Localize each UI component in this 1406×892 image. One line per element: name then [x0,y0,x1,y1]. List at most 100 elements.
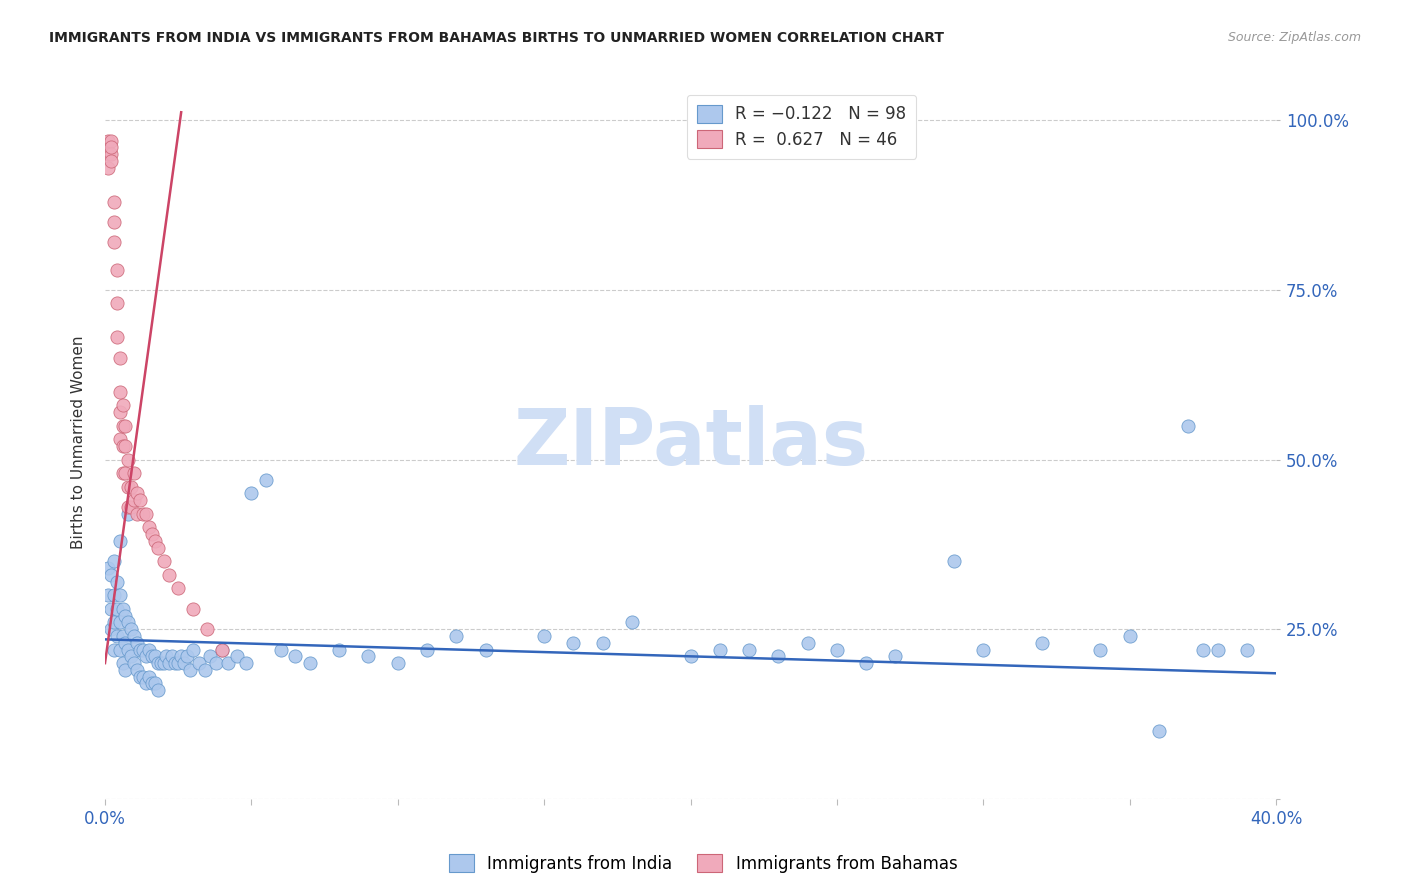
Point [138,670,160,684]
Point [100,147,122,161]
Point [114,439,136,453]
Point [157,656,180,670]
Point [176,649,198,664]
Point [132,642,155,657]
Point [157,568,180,582]
Point [387,656,409,670]
Point [132,507,155,521]
Point [1147,723,1170,738]
Point [825,642,848,657]
Point [162,649,184,664]
Point [173,656,195,670]
Point [105,629,128,643]
Point [100,568,122,582]
Point [100,602,122,616]
Point [117,480,139,494]
Point [197,622,219,636]
Point [105,602,128,616]
Point [114,663,136,677]
Point [127,663,149,677]
Point [416,642,439,657]
Y-axis label: Births to Unmarried Women: Births to Unmarried Women [72,336,86,549]
Point [141,676,163,690]
Point [152,554,174,568]
Point [129,642,152,657]
Point [111,398,134,412]
Point [122,656,145,670]
Point [738,642,761,657]
Legend: R = −0.122   N = 98, R =  0.627   N = 46: R = −0.122 N = 98, R = 0.627 N = 46 [688,95,917,159]
Point [122,629,145,643]
Point [111,439,134,453]
Point [146,656,169,670]
Point [446,629,468,643]
Point [1090,642,1112,657]
Point [97,588,120,602]
Point [270,642,292,657]
Point [211,642,233,657]
Point [97,161,120,175]
Point [120,649,142,664]
Point [103,588,125,602]
Point [284,649,307,664]
Point [105,296,128,310]
Point [165,656,187,670]
Point [100,140,122,154]
Point [143,533,166,548]
Point [114,636,136,650]
Point [146,683,169,698]
Point [205,656,228,670]
Point [562,636,585,650]
Point [117,615,139,630]
Point [127,486,149,500]
Point [146,541,169,555]
Point [149,656,172,670]
Point [1206,642,1229,657]
Point [117,642,139,657]
Point [170,649,193,664]
Point [100,134,122,148]
Point [97,134,120,148]
Point [122,466,145,480]
Point [117,452,139,467]
Point [103,194,125,209]
Point [120,500,142,514]
Point [240,486,263,500]
Point [187,656,209,670]
Point [97,147,120,161]
Point [108,588,131,602]
Point [167,582,190,596]
Point [138,520,160,534]
Point [108,351,131,365]
Point [111,466,134,480]
Point [138,642,160,657]
Point [103,615,125,630]
Point [129,493,152,508]
Point [105,574,128,589]
Text: IMMIGRANTS FROM INDIA VS IMMIGRANTS FROM BAHAMAS BIRTHS TO UNMARRIED WOMEN CORRE: IMMIGRANTS FROM INDIA VS IMMIGRANTS FROM… [49,31,945,45]
Point [152,656,174,670]
Point [111,656,134,670]
Point [108,432,131,446]
Point [1236,642,1258,657]
Point [181,642,204,657]
Point [103,642,125,657]
Point [200,649,222,664]
Point [100,622,122,636]
Point [108,384,131,399]
Text: ZIPatlas: ZIPatlas [513,405,868,481]
Point [114,608,136,623]
Point [768,649,790,664]
Point [108,533,131,548]
Point [143,649,166,664]
Point [122,493,145,508]
Point [357,649,380,664]
Point [120,622,142,636]
Point [111,629,134,643]
Point [1177,418,1199,433]
Point [141,649,163,664]
Point [103,235,125,250]
Point [143,676,166,690]
Point [132,670,155,684]
Point [108,615,131,630]
